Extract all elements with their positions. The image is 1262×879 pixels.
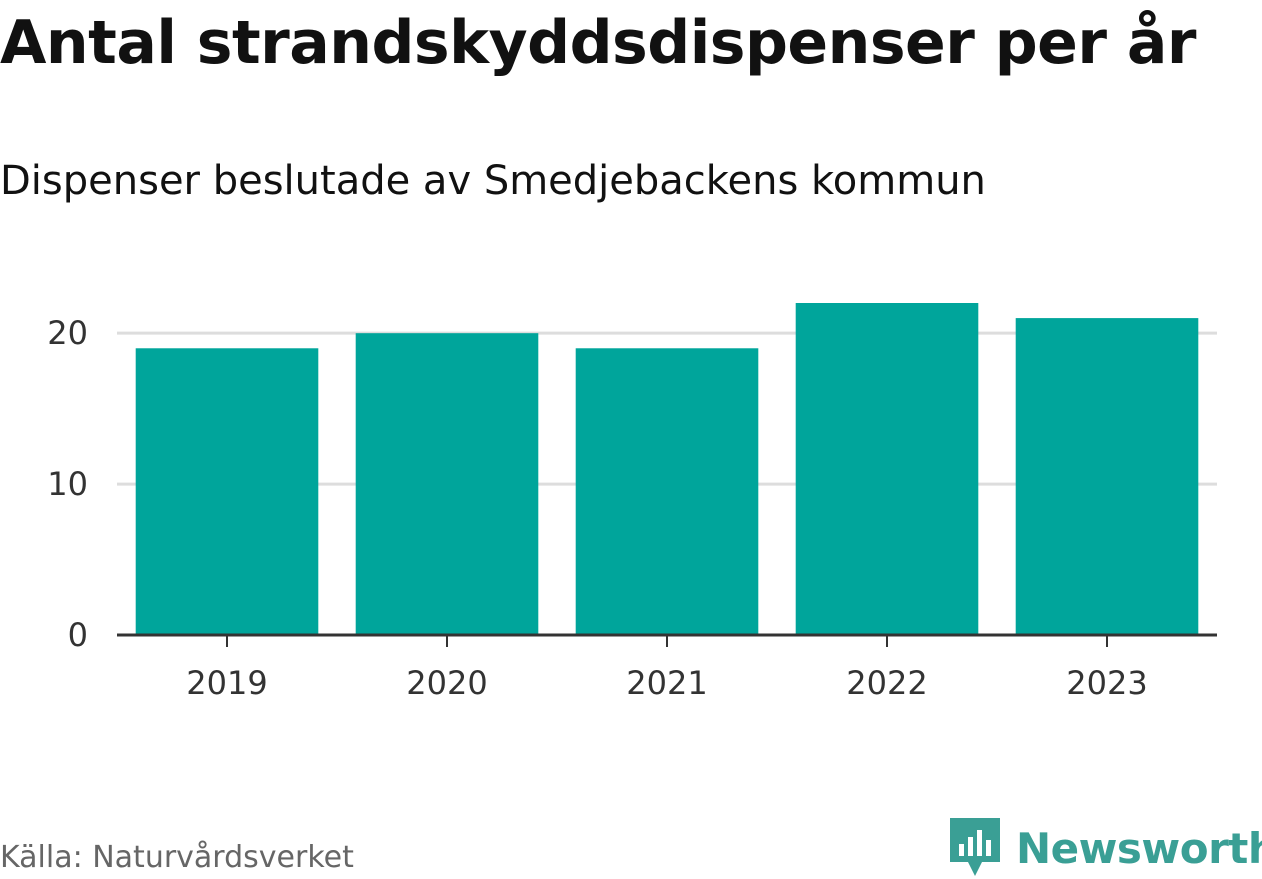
- y-tick-label-20: 20: [47, 314, 88, 352]
- x-tick-label-2019: 2019: [186, 664, 267, 702]
- bar-2023: [1015, 318, 1199, 635]
- y-axis-ticks: 0 10 20: [47, 314, 88, 654]
- chart-title: Antal strandskyddsdispenser per år: [0, 8, 1196, 78]
- newsworthy-logo-icon: [950, 818, 1000, 876]
- x-tick-label-2021: 2021: [626, 664, 707, 702]
- source-note: Källa: Naturvårdsverket: [0, 840, 354, 875]
- bar-2021: [575, 348, 759, 635]
- x-tick-label-2022: 2022: [846, 664, 927, 702]
- y-tick-label-10: 10: [47, 465, 88, 503]
- bar-2020: [355, 333, 539, 635]
- y-tick-label-0: 0: [68, 616, 88, 654]
- x-axis: 2019 2020 2021 2022 2023: [117, 633, 1217, 702]
- bar-2019: [135, 348, 319, 635]
- brand-name: Newsworthy: [1016, 823, 1262, 873]
- x-tick-label-2020: 2020: [406, 664, 487, 702]
- bar-2022: [795, 303, 979, 635]
- bars: [135, 303, 1199, 635]
- brand-logo: Newsworthy: [950, 818, 1262, 878]
- chart-subtitle: Dispenser beslutade av Smedjebackens kom…: [0, 158, 986, 204]
- x-tick-label-2023: 2023: [1066, 664, 1147, 702]
